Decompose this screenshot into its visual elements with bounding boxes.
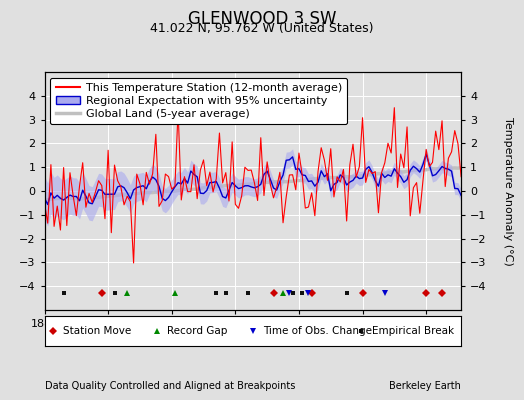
- Text: Data Quality Controlled and Aligned at Breakpoints: Data Quality Controlled and Aligned at B…: [45, 381, 295, 391]
- Text: 41.022 N, 95.762 W (United States): 41.022 N, 95.762 W (United States): [150, 22, 374, 35]
- Text: Berkeley Earth: Berkeley Earth: [389, 381, 461, 391]
- Text: GLENWOOD 3 SW: GLENWOOD 3 SW: [188, 10, 336, 28]
- Text: Station Move: Station Move: [63, 326, 132, 336]
- Text: Time of Obs. Change: Time of Obs. Change: [263, 326, 372, 336]
- Text: Empirical Break: Empirical Break: [372, 326, 454, 336]
- Legend: This Temperature Station (12-month average), Regional Expectation with 95% uncer: This Temperature Station (12-month avera…: [50, 78, 347, 124]
- Text: Record Gap: Record Gap: [168, 326, 228, 336]
- Y-axis label: Temperature Anomaly (°C): Temperature Anomaly (°C): [504, 117, 514, 265]
